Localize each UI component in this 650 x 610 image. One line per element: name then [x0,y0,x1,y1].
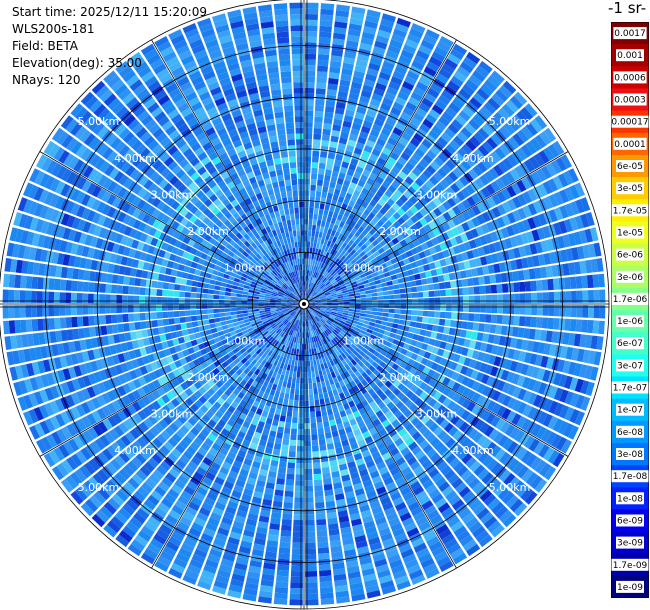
colorbar-label: 6e-09 [617,517,643,527]
colorbar-label: 0.0006 [614,73,646,83]
range-ring-label: 5.00km [489,115,531,128]
range-ring-label: 1.00km [343,261,385,274]
colorbar-label: 6e-07 [617,339,643,349]
range-ring-labels: 1.00km 1.00km 1.00km 1.00km 2.00km 2.00km 2.00… [78,115,531,494]
range-ring-label: 2.00km [187,371,229,384]
instrument-name: WLS200s-181 [12,22,95,36]
range-ring-label: 2.00km [379,225,421,238]
colorbar-label: 6e-08 [617,428,643,438]
colorbar-label: 1.7e-09 [613,561,648,571]
range-ring-label: 5.00km [489,481,531,494]
range-ring-label: 2.00km [379,371,421,384]
range-ring-label: 1.00km [224,335,266,348]
colorbar-label: 6e-05 [617,162,643,172]
colorbar-label: 1.7e-06 [613,295,648,305]
colorbar-label: 1.7e-05 [613,206,648,216]
colorbar-label: 1e-09 [617,583,643,593]
range-ring-label: 3.00km [416,408,458,421]
range-ring-label: 1.00km [224,261,266,274]
colorbar-label: 1e-07 [617,406,643,416]
colorbar-label: 0.00017 [611,118,648,128]
ray-sectors [2,2,606,606]
range-ring-label: 2.00km [187,225,229,238]
azimuth-line [303,151,569,305]
range-ring-label: 4.00km [114,444,156,457]
colorbar-label: 6e-06 [617,251,643,261]
range-ring-label: 4.00km [452,152,494,165]
colorbar-label: 0.0003 [614,96,646,106]
start-time: Start time: 2025/12/11 15:20:09 [12,5,207,19]
range-ring-label: 5.00km [78,481,120,494]
colorbar-label: 0.0001 [614,140,646,150]
polar-grid [0,0,610,610]
range-ring-label: 4.00km [114,152,156,165]
colorbar-label: 3e-05 [617,184,643,194]
field-name: Field: BETA [12,39,78,53]
colorbar-label: 3e-07 [617,361,643,371]
colorbar-label: 0.001 [617,51,643,61]
range-ring-label: 1.00km [343,335,385,348]
azimuth-line [39,151,305,305]
azimuth-line [151,303,305,569]
azimuth-line [39,303,305,457]
range-ring-label: 3.00km [416,188,458,201]
range-ring-label: 3.00km [151,408,193,421]
azimuth-line [303,303,457,569]
colorbar-label: 1.7e-07 [613,384,648,394]
range-ring-label: 3.00km [151,188,193,201]
colorbar-label: 0.0017 [614,29,646,39]
colorbar-label: 1e-06 [617,317,643,327]
azimuth-line [303,303,569,457]
azimuth-line [151,39,305,305]
colorbar-label: 1e-08 [617,494,643,504]
colorbar-label: 1e-05 [617,229,643,239]
nrays: NRays: 120 [12,73,81,87]
colorbar: 0.0017 0.001 0.0006 0.0003 0.00017 0.0001 6e-0… [611,22,649,598]
range-ring-label: 4.00km [452,444,494,457]
elevation: Elevation(deg): 35.00 [12,56,142,70]
colorbar-label: 3e-09 [617,539,643,549]
scan-info: Start time: 2025/12/11 15:20:09 WLS200s-… [12,4,207,89]
colorbar-label: 3e-06 [617,273,643,283]
azimuth-line [303,39,457,305]
range-ring-label: 5.00km [78,115,120,128]
colorbar-label: 3e-08 [617,450,643,460]
colorbar-label: 1.7e-08 [613,472,648,482]
colorbar-title: -1 sr- [608,0,647,17]
